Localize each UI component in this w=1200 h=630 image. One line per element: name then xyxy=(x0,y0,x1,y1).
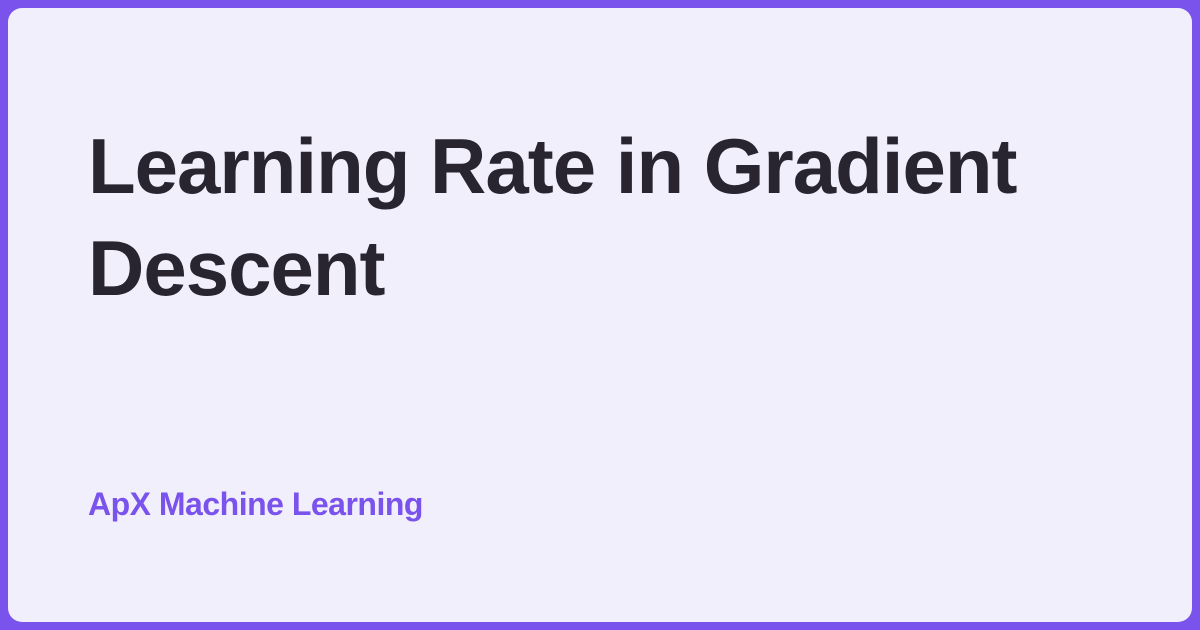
page-title: Learning Rate in Gradient Descent xyxy=(88,115,1017,319)
brand-name: ApX Machine Learning xyxy=(88,486,423,522)
title-line-1: Learning Rate in Gradient xyxy=(88,122,1017,210)
title-line-2: Descent xyxy=(88,224,385,312)
card: Learning Rate in Gradient Descent ApX Ma… xyxy=(8,8,1192,622)
